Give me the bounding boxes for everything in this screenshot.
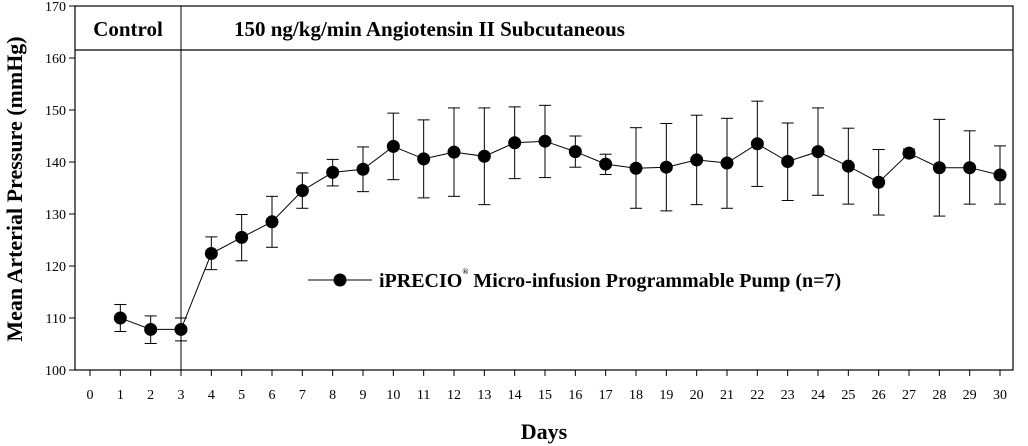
data-point xyxy=(417,152,431,166)
error-bars xyxy=(114,100,1006,344)
phase-label-angiotensin: 150 ng/kg/min Angiotensin II Subcutaneou… xyxy=(234,17,625,41)
data-point xyxy=(386,139,400,153)
x-tick-label: 30 xyxy=(993,388,1007,403)
series-points xyxy=(113,134,1007,336)
y-tick-label: 160 xyxy=(45,52,66,67)
legend-text: iPRECIO® Micro-infusion Programmable Pum… xyxy=(379,267,841,292)
x-tick-label: 26 xyxy=(872,388,886,403)
x-tick-label: 27 xyxy=(902,388,916,403)
data-point xyxy=(477,149,491,163)
data-point xyxy=(326,165,340,179)
phase-label-control: Control xyxy=(93,17,163,41)
x-tick-label: 11 xyxy=(417,388,430,403)
x-tick-label: 12 xyxy=(447,388,461,403)
data-point xyxy=(174,322,188,336)
x-tick-label: 5 xyxy=(238,388,245,403)
legend-label-rest: Micro-infusion Programmable Pump (n=7) xyxy=(468,270,841,292)
x-tick-label: 22 xyxy=(750,388,764,403)
y-tick-label: 140 xyxy=(45,156,66,171)
x-tick-label: 8 xyxy=(329,388,336,403)
data-point xyxy=(235,230,249,244)
x-tick-label: 0 xyxy=(87,388,94,403)
data-point xyxy=(750,137,764,151)
y-tick-label: 100 xyxy=(45,364,66,379)
x-tick-label: 1 xyxy=(117,388,124,403)
x-axis: 0 1 2 3 4 5 6 7 8 9 10 11 12 13 14 15 16 17 18 19 20 21 22 23 24… xyxy=(87,370,1007,403)
x-tick-label: 17 xyxy=(599,388,613,403)
data-point xyxy=(113,311,127,325)
x-tick-label: 24 xyxy=(811,388,825,403)
legend: iPRECIO® Micro-infusion Programmable Pum… xyxy=(308,267,841,292)
y-tick-label: 130 xyxy=(45,208,66,223)
data-point xyxy=(841,159,855,173)
plot-frame xyxy=(74,5,1014,371)
data-point xyxy=(144,322,158,336)
x-tick-label: 10 xyxy=(386,388,400,403)
data-point xyxy=(447,145,461,159)
x-tick-label: 2 xyxy=(147,388,154,403)
y-axis: 100 110 120 130 140 150 160 170 xyxy=(45,0,75,379)
data-point xyxy=(963,161,977,175)
legend-registered-mark: ® xyxy=(462,267,468,276)
x-tick-label: 16 xyxy=(568,388,582,403)
x-tick-label: 14 xyxy=(508,388,522,403)
data-point xyxy=(295,184,309,198)
y-tick-label: 150 xyxy=(45,104,66,119)
data-point xyxy=(690,153,704,167)
data-point xyxy=(508,136,522,150)
x-tick-label: 13 xyxy=(477,388,491,403)
x-tick-label: 23 xyxy=(781,388,795,403)
y-tick-label: 120 xyxy=(45,260,66,275)
series-line xyxy=(120,140,1001,330)
data-point xyxy=(629,161,643,175)
legend-label-brand: iPRECIO xyxy=(379,270,462,292)
x-tick-label: 19 xyxy=(659,388,673,403)
x-tick-label: 4 xyxy=(208,388,215,403)
x-tick-label: 29 xyxy=(963,388,977,403)
x-tick-label: 20 xyxy=(690,388,704,403)
data-point xyxy=(538,134,552,148)
x-tick-label: 9 xyxy=(360,388,367,403)
data-point xyxy=(659,160,673,174)
x-tick-label: 18 xyxy=(629,388,643,403)
data-point xyxy=(781,154,795,168)
data-point xyxy=(902,146,916,160)
x-tick-label: 21 xyxy=(720,388,734,403)
data-point xyxy=(872,175,886,189)
data-point xyxy=(993,168,1007,182)
y-tick-label: 170 xyxy=(45,0,66,15)
x-tick-label: 7 xyxy=(299,388,306,403)
x-tick-label: 6 xyxy=(269,388,276,403)
data-point xyxy=(204,247,218,261)
x-tick-label: 15 xyxy=(538,388,552,403)
data-point xyxy=(356,162,370,176)
x-tick-label: 25 xyxy=(841,388,855,403)
data-point xyxy=(932,161,946,175)
y-axis-title: Mean Arterial Pressure (mmHg) xyxy=(2,36,27,341)
data-point xyxy=(811,145,825,159)
x-axis-title: Days xyxy=(521,419,568,444)
y-tick-label: 110 xyxy=(46,312,66,327)
legend-marker xyxy=(333,273,347,287)
data-point xyxy=(568,145,582,159)
data-point xyxy=(265,215,279,229)
data-point xyxy=(720,156,734,170)
data-point xyxy=(599,157,613,171)
x-tick-label: 3 xyxy=(178,388,185,403)
x-tick-label: 28 xyxy=(932,388,946,403)
